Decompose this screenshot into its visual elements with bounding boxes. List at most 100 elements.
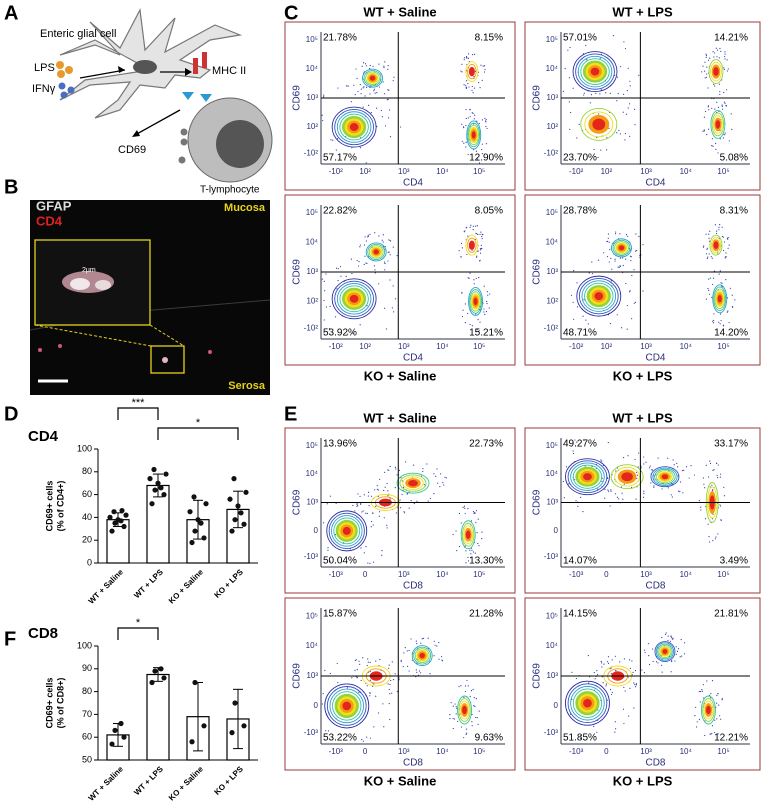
- contour: [365, 242, 387, 262]
- contour: [349, 294, 359, 303]
- event-dot: [372, 561, 375, 563]
- y-tick-label: 10⁵: [546, 208, 558, 217]
- event-dot: [483, 71, 486, 73]
- event-dot: [393, 76, 395, 78]
- contour: [458, 698, 471, 722]
- event-dot: [356, 505, 358, 508]
- event-dot: [610, 257, 612, 260]
- event-dot: [484, 313, 486, 316]
- event-dot: [388, 251, 390, 253]
- event-dot: [642, 290, 644, 292]
- event-dot: [705, 53, 707, 55]
- event-dot: [469, 226, 471, 228]
- glial-diagram: [56, 8, 273, 183]
- event-dot: [395, 512, 398, 514]
- contour: [715, 120, 721, 129]
- event-dot: [588, 682, 590, 684]
- event-dot: [661, 636, 663, 639]
- event-dot: [383, 517, 385, 519]
- event-dot: [474, 53, 476, 55]
- event-dot: [713, 319, 715, 322]
- event-dot: [706, 66, 708, 68]
- event-dot: [391, 307, 393, 309]
- event-dot: [354, 510, 356, 512]
- event-dot: [369, 670, 371, 673]
- y-axis-label: CD69: [292, 85, 303, 111]
- event-dot: [614, 260, 616, 262]
- event-dot: [715, 536, 717, 538]
- event-dot: [661, 671, 663, 673]
- event-dot: [701, 688, 703, 691]
- event-dot: [364, 255, 366, 257]
- contour: [402, 476, 424, 490]
- event-dot: [582, 511, 584, 513]
- contour: [610, 464, 644, 490]
- event-dot: [616, 76, 619, 78]
- event-dot: [366, 262, 368, 265]
- event-dot: [713, 52, 716, 54]
- event-dot: [361, 511, 363, 513]
- event-dot: [483, 311, 485, 313]
- cell-signal: [95, 280, 111, 290]
- event-dot: [701, 690, 703, 692]
- event-dot: [485, 118, 487, 121]
- event-dot: [569, 111, 572, 114]
- event-dot: [441, 656, 443, 658]
- event-dot: [720, 505, 722, 507]
- event-dot: [464, 512, 466, 515]
- event-dot: [470, 224, 472, 226]
- event-dot: [321, 114, 323, 116]
- event-dot: [724, 132, 726, 134]
- event-dot: [623, 686, 625, 689]
- event-dot: [591, 465, 593, 468]
- event-dot: [625, 282, 627, 285]
- event-dot: [598, 113, 600, 115]
- event-dot: [609, 668, 611, 670]
- contour: [661, 474, 669, 480]
- data-point: [147, 476, 153, 482]
- event-dot: [572, 318, 575, 320]
- event-dot: [362, 106, 364, 108]
- event-dot: [595, 92, 597, 94]
- contour: [324, 683, 370, 729]
- event-dot: [473, 697, 475, 699]
- contour: [594, 292, 604, 301]
- panel-letter: D: [4, 403, 18, 425]
- event-dot: [340, 275, 342, 277]
- event-dot: [461, 315, 464, 318]
- event-dot: [711, 518, 714, 520]
- event-dot: [472, 53, 474, 56]
- data-point: [201, 723, 207, 729]
- event-dot: [464, 690, 467, 693]
- event-dot: [321, 278, 324, 280]
- event-dot: [627, 67, 629, 69]
- event-dot: [386, 98, 388, 101]
- data-point: [149, 679, 155, 686]
- event-dot: [401, 493, 403, 496]
- cd69-receptor: [178, 156, 186, 164]
- event-dot: [620, 327, 623, 329]
- event-dot: [718, 57, 720, 59]
- inset-link: [149, 324, 185, 347]
- event-dot: [466, 679, 468, 682]
- event-dot: [483, 308, 485, 310]
- event-dot: [708, 535, 710, 538]
- event-dot: [721, 698, 724, 700]
- event-dot: [387, 251, 389, 253]
- event-dot: [456, 720, 459, 722]
- x-tick-label: -10³: [569, 747, 584, 756]
- event-dot: [365, 262, 367, 264]
- event-dot: [671, 659, 673, 662]
- event-dot: [329, 560, 331, 562]
- event-dot: [682, 492, 684, 494]
- event-dot: [600, 149, 602, 151]
- event-dot: [573, 270, 575, 272]
- event-dot: [676, 462, 678, 464]
- event-dot: [420, 642, 422, 644]
- event-dot: [477, 319, 479, 321]
- y-tick-label: 20: [82, 535, 92, 545]
- event-dot: [624, 132, 626, 135]
- contour: [326, 510, 368, 552]
- event-dot: [367, 491, 370, 494]
